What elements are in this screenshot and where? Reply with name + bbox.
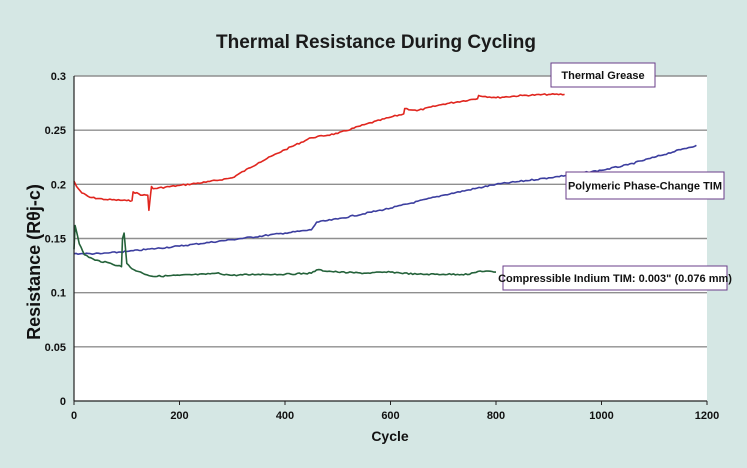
x-tick-label-6: 1200 — [695, 410, 719, 422]
axes — [73, 76, 708, 405]
y-tick-label-5: 0.25 — [45, 125, 66, 137]
x-tick-label-5: 1000 — [589, 410, 613, 422]
y-tick-label-4: 0.2 — [51, 179, 66, 191]
y-tick-label-6: 0.3 — [51, 71, 66, 83]
y-tick-label-3: 0.15 — [45, 234, 66, 246]
series-callouts: Thermal Grease Polymeric Phase-Change TIM… — [498, 62, 732, 291]
series-line-0 — [73, 93, 565, 212]
chart-title: Thermal Resistance During Cycling — [216, 32, 536, 53]
series-group — [73, 93, 697, 278]
series-line-1 — [73, 144, 697, 255]
x-tick-label-2: 400 — [276, 410, 294, 422]
y-tick-label-2: 0.1 — [51, 288, 66, 300]
callout-box-0 — [550, 62, 656, 88]
y-tick-label-0: 0 — [60, 396, 66, 408]
callout-label-2: Compressible Indium TIM: 0.003" (0.076 m… — [498, 273, 732, 285]
callout-box-1 — [565, 171, 725, 200]
series-line-2 — [73, 224, 496, 278]
x-tick-label-1: 200 — [170, 410, 188, 422]
x-tick-labels: 0 200 400 600 800 1000 1200 — [71, 410, 719, 422]
callout-box-2 — [502, 265, 728, 291]
x-tick-label-3: 600 — [381, 410, 399, 422]
x-tick-label-0: 0 — [71, 410, 77, 422]
y-tick-label-1: 0.05 — [45, 342, 66, 354]
x-axis-label: Cycle — [371, 428, 409, 444]
y-tick-labels: 0 0.05 0.1 0.15 0.2 0.25 0.3 — [45, 71, 66, 408]
callout-label-1: Polymeric Phase-Change TIM — [568, 181, 722, 193]
callout-label-0: Thermal Grease — [561, 70, 644, 82]
x-tick-label-4: 800 — [487, 410, 505, 422]
y-axis-label: Resistance (Rθj-c) — [24, 184, 44, 340]
